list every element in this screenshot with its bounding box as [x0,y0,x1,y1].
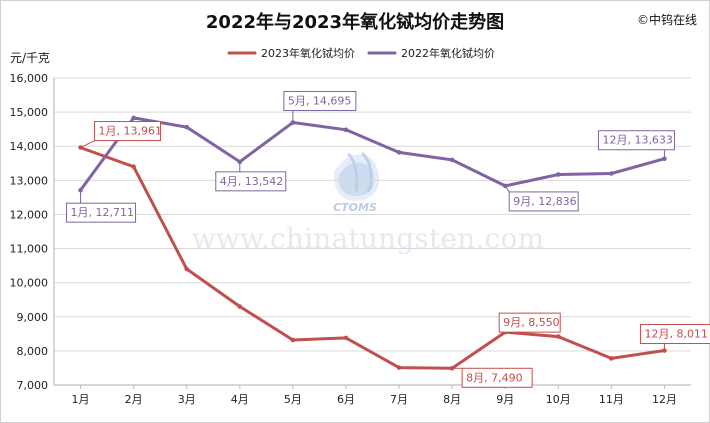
series-layer [78,115,667,371]
series-point-2022 [449,157,455,163]
x-tick-label: 1月 [72,393,90,406]
watermark: CTOMS www.chinatungsten.com [192,151,545,255]
y-tick-label: 12,000 [10,208,49,221]
series-point-2022 [609,171,614,176]
series-point-2023 [555,334,561,339]
series-point-2022 [131,115,136,121]
x-tick-label: 12月 [652,393,677,406]
series-point-2023 [184,266,190,272]
label-text: 9月, 8,550 [503,316,559,329]
label-box [94,121,162,142]
data-label-2022: 9月, 12,836 [504,185,579,212]
y-tick-label: 14,000 [10,140,49,153]
series-line-2023 [79,146,666,370]
series-point-2023 [131,164,136,169]
series-line-2022 [79,116,666,192]
series-point-2023 [343,335,349,341]
x-tick-label: 8月 [443,393,461,406]
label-leader-line [80,140,95,148]
series-point-2023 [609,356,614,361]
label-box [66,202,137,223]
series-point-2023 [290,337,296,343]
legend-label-2022: 2022年氧化铽均价 [401,46,495,60]
x-tick-label: 11月 [599,393,624,406]
y-axis-label: 元/千克 [10,51,50,65]
data-label-2023: 1月, 13,961 [80,121,162,148]
data-label-2023: 8月, 7,490 [452,367,533,388]
chart-legend: 2023年氧化铽均价 2022年氧化铽均价 [227,46,495,60]
data-label-2023: 12月, 8,011 [639,324,710,351]
label-box [597,130,675,151]
legend-label-2023: 2023年氧化铽均价 [261,46,355,60]
y-tick-label: 8,000 [17,345,49,358]
y-tick-label: 11,000 [10,243,49,256]
label-box [215,171,287,192]
data-label-2022: 1月, 12,711 [66,190,137,223]
series-point-2023 [237,304,243,309]
x-tick-label: 9月 [496,393,514,406]
label-box [461,367,533,388]
y-tick-label: 16,000 [10,72,49,85]
series-point-2023 [78,145,83,150]
y-tick-label: 13,000 [10,174,49,187]
data-label-2022: 12月, 13,633 [597,130,675,159]
label-text: 8月, 7,490 [466,371,522,384]
series-point-2022 [396,150,402,155]
x-tick-label: 7月 [390,393,408,406]
y-tick-label: 10,000 [10,277,49,290]
axis-layer: 7,000 8,000 9,000 10,000 11,000 12,000 13,000 1… [10,72,691,406]
y-tick-label: 15,000 [10,106,49,119]
series-point-2022 [343,127,349,133]
x-tick-label: 10月 [546,393,571,406]
label-text: 12月, 8,011 [644,328,707,341]
label-text: 1月, 13,961 [99,125,162,138]
label-text: 1月, 12,711 [71,206,134,219]
data-label-layer: 1月, 13,961 8月, 7,490 9月, 8,550 12月, 8,011 1月… [66,91,710,388]
logo-text: CTOMS [333,201,377,214]
label-text: 4月, 13,542 [220,175,283,188]
label-box [283,91,357,112]
y-tick-label: 9,000 [17,311,49,324]
ctoms-logo: CTOMS [333,151,380,214]
label-text: 5月, 14,695 [288,95,351,108]
data-label-2022: 4月, 13,542 [215,161,287,192]
copyright-label: ©中钨在线 [637,12,697,27]
series-point-2022 [184,124,190,130]
label-text: 12月, 13,633 [602,134,672,147]
label-box [498,312,561,333]
x-tick-label: 4月 [231,393,249,406]
data-label-2022: 5月, 14,695 [283,91,357,123]
series-point-2022 [555,172,561,177]
label-box [508,191,579,212]
watermark-text: www.chinatungsten.com [192,222,545,255]
x-tick-label: 2月 [125,393,143,406]
label-leader-line [504,185,510,193]
label-box [639,324,710,345]
x-tick-label: 6月 [337,393,355,406]
data-label-2023: 9月, 8,550 [498,312,561,333]
y-tick-label: 7,000 [17,379,49,392]
label-text: 9月, 12,836 [513,195,576,208]
x-tick-label: 5月 [284,393,302,406]
chart-title: 2022年与2023年氧化铽均价走势图 [206,11,504,33]
series-point-2023 [396,365,402,370]
x-tick-label: 3月 [178,393,196,406]
